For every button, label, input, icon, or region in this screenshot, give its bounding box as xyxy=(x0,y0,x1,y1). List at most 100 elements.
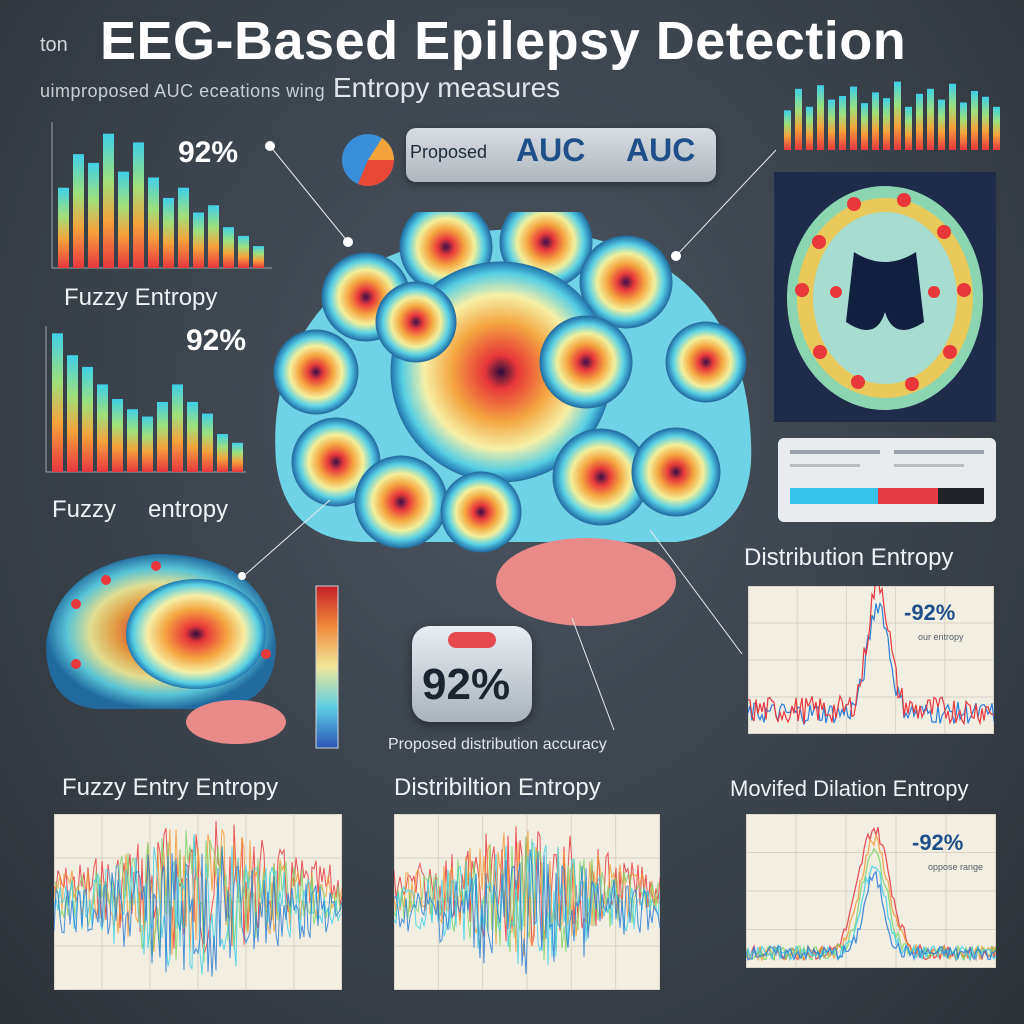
bar xyxy=(148,177,159,268)
bottom-right-title: Movifed Dilation Entropy xyxy=(730,776,969,801)
bar xyxy=(993,106,1000,150)
bar xyxy=(850,86,857,150)
mid-left-label-b: entropy xyxy=(148,496,229,523)
bottom-right-percent: -92% xyxy=(912,830,964,855)
bottom-right-note: oppose range xyxy=(928,862,984,872)
brain-node xyxy=(631,427,721,517)
bar-series-mid xyxy=(52,333,243,472)
color-scale-bar xyxy=(315,585,339,749)
brain-node xyxy=(273,329,359,415)
bar xyxy=(894,81,901,150)
bar xyxy=(828,99,835,150)
bar-series-top xyxy=(58,133,264,268)
bar xyxy=(217,434,228,472)
brain-node xyxy=(539,315,633,409)
bar xyxy=(839,96,846,150)
distribution-trace xyxy=(746,870,996,962)
legend-card xyxy=(778,438,996,522)
dilation-entropy-chart xyxy=(746,814,996,968)
bar xyxy=(960,102,967,150)
brain-scan-image xyxy=(774,172,996,422)
fuzzy-bar-chart-mid xyxy=(45,326,246,473)
bar xyxy=(795,88,802,150)
page-title: EEG-Based Epilepsy Detection xyxy=(100,11,907,71)
bottom-left-title: Fuzzy Entry Entropy xyxy=(62,774,279,801)
bar xyxy=(253,246,264,268)
distribution-entropy-chart xyxy=(748,586,994,734)
auc-label-a: AUC xyxy=(516,132,586,168)
bar xyxy=(127,409,138,472)
brain-node xyxy=(354,455,448,549)
fuzzy-entropy-signal-chart xyxy=(54,814,342,990)
auc-label-b: AUC xyxy=(626,132,696,168)
bar xyxy=(172,384,183,472)
bar xyxy=(88,162,99,268)
pie-icon xyxy=(342,134,395,186)
bar xyxy=(112,399,123,472)
brain-node xyxy=(665,321,747,403)
bar xyxy=(806,106,813,150)
auc-comparison-box: Proposed AUC AUC xyxy=(406,128,716,182)
bar xyxy=(97,384,108,472)
signal-trace xyxy=(54,830,342,963)
small-brain-illustration xyxy=(46,554,286,744)
distribution-note: our entropy xyxy=(918,632,964,642)
gauge-value: 92% xyxy=(422,660,511,709)
distribution-title: Distribution Entropy xyxy=(744,544,954,571)
accuracy-gauge: 92% xyxy=(412,626,532,722)
fuzzy-bar-chart-top xyxy=(51,122,272,269)
mid-left-percent: 92% xyxy=(186,324,247,357)
distribution-percent: -92% xyxy=(904,600,956,625)
bar xyxy=(202,413,213,472)
bar xyxy=(232,442,243,472)
bar xyxy=(949,83,956,150)
bar xyxy=(193,212,204,268)
bar xyxy=(916,93,923,150)
bar xyxy=(861,103,868,150)
bar xyxy=(103,133,114,268)
subtitle-prefix: uimproposed AUC eceations wing xyxy=(40,81,326,101)
gauge-indicator-icon xyxy=(448,632,496,648)
signal-traces-right xyxy=(746,826,996,963)
bar xyxy=(223,227,234,268)
mid-left-label-a: Fuzzy xyxy=(52,496,117,523)
signal-traces-mid xyxy=(394,826,660,975)
bar xyxy=(52,333,63,472)
bar xyxy=(133,142,144,268)
subtitle-main: Entropy measures xyxy=(332,72,561,103)
signal-trace xyxy=(394,836,660,961)
gauge-caption: Proposed distribution accuracy xyxy=(388,736,607,753)
bottom-mid-title: Distribiltion Entropy xyxy=(394,774,601,801)
signal-trace xyxy=(394,849,660,975)
bar xyxy=(927,88,934,150)
bar xyxy=(238,235,249,268)
bar xyxy=(971,90,978,150)
signal-trace xyxy=(394,840,660,966)
bar xyxy=(118,171,129,268)
bar xyxy=(784,110,791,150)
signal-traces-left xyxy=(54,820,342,977)
bar xyxy=(883,98,890,150)
brain-nodes xyxy=(273,212,747,553)
bar xyxy=(178,187,189,268)
bar xyxy=(67,355,78,472)
bar-series-top-right xyxy=(784,81,1000,150)
bar xyxy=(157,401,168,472)
bar xyxy=(208,205,219,268)
signal-trace xyxy=(54,846,342,977)
bar xyxy=(817,85,824,150)
auc-prefix: Proposed xyxy=(410,142,488,162)
brain-node xyxy=(440,471,522,553)
top-left-label: Fuzzy Entropy xyxy=(64,284,218,311)
bar xyxy=(905,106,912,150)
bar xyxy=(82,366,93,472)
brain-illustration xyxy=(273,212,752,626)
brain-node xyxy=(375,281,457,363)
bar xyxy=(938,99,945,150)
top-right-bar-strip xyxy=(784,81,1000,150)
title-prefix: ton xyxy=(40,34,68,56)
header: ton EEG-Based Epilepsy Detection xyxy=(0,6,1024,76)
bar xyxy=(58,187,69,268)
bar xyxy=(142,416,153,472)
top-left-percent: 92% xyxy=(178,136,239,169)
